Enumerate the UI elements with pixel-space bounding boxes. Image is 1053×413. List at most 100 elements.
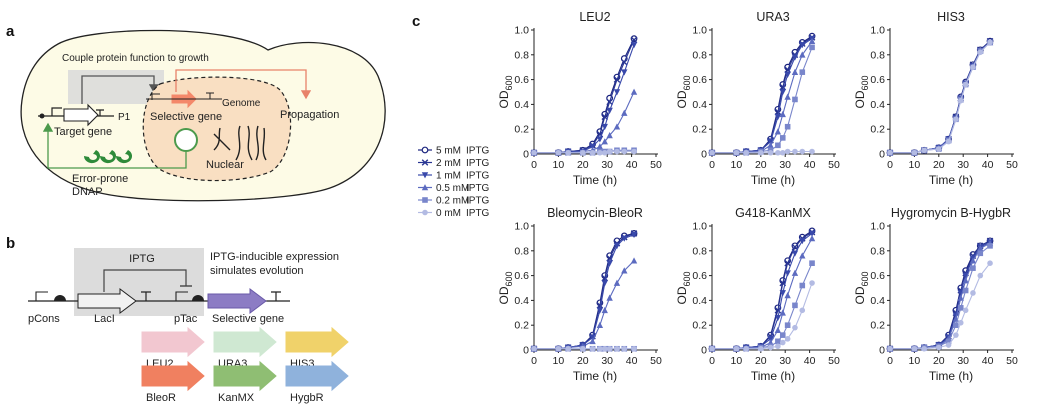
data-point — [987, 39, 993, 46]
series-line — [534, 232, 635, 350]
propagation-arrow — [175, 69, 312, 100]
data-point — [969, 257, 977, 264]
y-tick-label: 0.2 — [514, 320, 529, 332]
data-point — [733, 345, 740, 352]
selective-gene-label: Selective gene — [150, 111, 222, 123]
y-tick-label: 0.2 — [514, 124, 529, 136]
x-axis-label: Time (h) — [573, 173, 617, 187]
data-point — [775, 343, 781, 350]
data-point — [596, 143, 604, 150]
x-tick-label: 30 — [957, 355, 969, 367]
y-axis-label: OD600 — [497, 271, 514, 304]
data-point — [621, 345, 628, 352]
data-point — [596, 130, 604, 138]
x-tick-label: 20 — [933, 355, 945, 367]
data-point — [784, 66, 791, 73]
data-point — [809, 280, 815, 286]
marker-arrow-his3 — [285, 326, 349, 358]
series-line — [890, 42, 991, 154]
legend-unit-0-2-mm: IPTG — [466, 196, 490, 207]
y-tick-label: 0 — [701, 149, 707, 161]
chart-title: HIS3 — [937, 10, 965, 24]
data-point — [953, 322, 959, 328]
panel-label-c: c — [412, 13, 420, 30]
data-point — [601, 306, 608, 314]
data-point — [767, 336, 774, 343]
data-point — [601, 123, 608, 131]
legend-marker-5-mm — [421, 146, 429, 154]
x-tick-label: 20 — [577, 159, 589, 171]
y-axis-label: OD600 — [675, 271, 692, 304]
iptg-inhibit-line — [103, 269, 187, 292]
data-point — [774, 114, 782, 121]
pcons-label: pCons — [28, 313, 60, 325]
legend-conc-5-mm: 5 mM — [436, 146, 461, 157]
data-point — [613, 89, 621, 96]
data-point — [630, 35, 638, 43]
y-tick-label: 1.0 — [692, 221, 707, 233]
legend-conc-0-mm: 0 mM — [436, 208, 461, 219]
data-point — [799, 307, 806, 314]
data-point — [921, 345, 927, 352]
marker-arrow-kanmx — [213, 360, 277, 392]
y-tick-label: 0.4 — [870, 99, 885, 111]
data-point — [758, 149, 764, 156]
panel-label-b: b — [6, 235, 15, 252]
y-tick-label: 0.4 — [514, 295, 529, 307]
x-tick-label: 30 — [957, 159, 969, 171]
legend-unit-0-mm: IPTG — [466, 208, 490, 219]
legend-conc-0-2-mm: 0.2 mM — [436, 196, 469, 207]
y-tick-label: 0.2 — [692, 124, 707, 136]
target-dna-end — [39, 113, 45, 119]
selective-gene-arrow-b — [207, 288, 267, 314]
data-point — [784, 270, 791, 277]
data-point — [792, 302, 798, 309]
data-point — [792, 324, 798, 331]
desc-line2: simulates evolution — [210, 265, 304, 277]
target-terminator-icon — [96, 109, 104, 116]
data-point — [589, 143, 596, 150]
data-point — [779, 149, 786, 156]
data-point — [596, 302, 604, 309]
x-axis-label: Time (h) — [929, 173, 973, 187]
x-tick-label: 50 — [828, 355, 840, 367]
data-point — [987, 243, 993, 249]
x-tick-label: 50 — [650, 355, 662, 367]
data-point — [779, 110, 786, 118]
data-point — [962, 272, 969, 279]
series-line — [890, 40, 991, 154]
x-tick-label: 40 — [626, 159, 638, 171]
data-point — [733, 149, 740, 156]
data-point — [911, 345, 918, 352]
y-tick-label: 0.2 — [870, 124, 885, 136]
y-tick-label: 0.8 — [870, 245, 885, 257]
panel-label-a: a — [6, 23, 15, 40]
y-tick-label: 0 — [523, 149, 529, 161]
selective-terminator-icon — [206, 92, 214, 99]
data-point — [911, 149, 918, 156]
data-point — [791, 269, 799, 276]
data-point — [962, 287, 969, 294]
x-tick-label: 20 — [755, 159, 767, 171]
y-tick-label: 1.0 — [514, 25, 529, 37]
data-point — [555, 345, 562, 352]
y-tick-label: 1.0 — [870, 25, 885, 37]
selective-promoter-icon — [151, 93, 160, 100]
data-point — [784, 292, 791, 299]
target-gene-arrow — [63, 103, 99, 127]
data-point — [970, 64, 976, 70]
data-point — [977, 272, 984, 279]
x-tick-label: 10 — [909, 355, 921, 367]
data-point — [799, 148, 806, 155]
legend-marker-0-mm — [422, 209, 428, 216]
data-point — [597, 345, 603, 352]
data-point — [767, 141, 774, 149]
data-point — [596, 307, 604, 314]
chart-title: URA3 — [756, 10, 789, 24]
data-point — [962, 81, 969, 88]
laci-terminator-icon — [141, 291, 151, 301]
data-point — [962, 277, 969, 284]
